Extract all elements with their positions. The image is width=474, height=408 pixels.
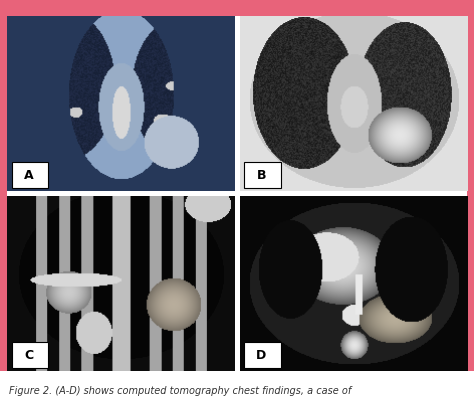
FancyBboxPatch shape [12,162,48,188]
Bar [0,371,474,408]
FancyBboxPatch shape [245,341,281,368]
FancyBboxPatch shape [12,341,48,368]
Text: D: D [256,349,266,362]
Text: C: C [24,349,33,362]
Text: Figure 2. (A-D) shows computed tomography chest findings, a case of: Figure 2. (A-D) shows computed tomograph… [9,386,352,397]
Bar [7,16,467,371]
Text: B: B [256,169,266,182]
FancyBboxPatch shape [245,162,281,188]
Text: A: A [24,169,34,182]
